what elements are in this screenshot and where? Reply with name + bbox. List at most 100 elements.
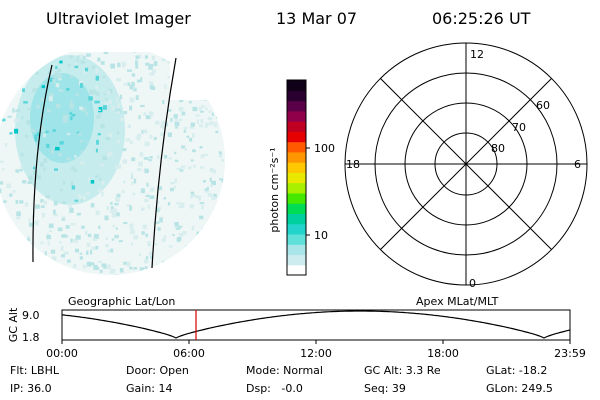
image-speckle	[87, 177, 91, 181]
image-speckle	[46, 143, 50, 148]
image-speckle	[164, 155, 168, 159]
image-speckle	[109, 270, 115, 274]
image-speckle	[207, 193, 213, 197]
image-speckle	[14, 254, 17, 259]
image-speckle	[190, 159, 194, 162]
dsp-readout: Dsp: -0.0	[246, 382, 303, 395]
image-speckle	[212, 170, 216, 174]
image-speckle	[4, 263, 8, 266]
image-speckle	[85, 67, 89, 72]
image-speckle	[87, 141, 91, 144]
image-speckle	[209, 240, 213, 246]
image-speckle	[133, 178, 137, 184]
image-speckle	[173, 114, 178, 119]
colorbar-tick-label: 100	[314, 142, 335, 155]
colorbar-band	[287, 172, 306, 184]
gc-alt-readout: GC Alt: 3.3 Re	[364, 364, 441, 377]
image-speckle	[69, 207, 74, 213]
image-speckle	[71, 185, 76, 190]
image-speckle	[52, 146, 56, 149]
image-speckle	[137, 133, 142, 138]
image-speckle	[86, 261, 92, 267]
image-speckle	[130, 140, 133, 145]
image-speckle	[108, 133, 113, 138]
image-speckle	[115, 197, 120, 202]
image-speckle	[135, 136, 139, 140]
image-speckle	[108, 151, 113, 156]
image-speckle	[196, 253, 199, 257]
image-speckle	[87, 233, 92, 238]
image-speckle	[80, 198, 83, 202]
image-speckle	[199, 215, 204, 220]
image-speckle	[167, 132, 172, 137]
image-speckle	[73, 238, 78, 243]
image-speckle	[218, 153, 223, 158]
image-speckle	[53, 213, 58, 217]
image-speckle	[50, 149, 54, 154]
image-speckle	[129, 266, 133, 270]
image-speckle	[42, 212, 45, 218]
glon-readout: GLon: 249.5	[486, 382, 553, 395]
image-speckle	[152, 69, 156, 73]
mode-readout: Mode: Normal	[246, 364, 323, 377]
mlt-diagonal-2	[380, 78, 552, 250]
image-speckle	[44, 200, 47, 205]
image-speckle	[215, 256, 219, 259]
image-speckle	[111, 212, 117, 218]
image-speckle	[201, 205, 204, 210]
image-speckle	[75, 248, 79, 253]
image-speckle	[216, 115, 221, 119]
image-speckle	[22, 180, 27, 184]
image-speckle	[96, 115, 101, 119]
image-speckle	[180, 202, 185, 208]
color-bar-frame	[286, 79, 307, 276]
image-speckle	[116, 193, 121, 198]
image-speckle	[24, 202, 29, 207]
image-speckle	[157, 201, 160, 204]
image-speckle	[117, 131, 120, 134]
image-speckle	[97, 133, 101, 136]
image-speckle	[211, 180, 216, 186]
image-speckle	[101, 180, 105, 186]
image-speckle	[138, 54, 141, 59]
lat-label-80: 80	[491, 142, 505, 155]
image-speckle	[75, 93, 80, 96]
image-speckle	[144, 141, 150, 146]
image-speckle	[161, 120, 166, 126]
image-speckle	[55, 83, 60, 88]
image-speckle	[72, 239, 76, 243]
image-speckle	[149, 156, 153, 159]
image-speckle	[21, 115, 24, 120]
image-speckle	[174, 121, 180, 127]
image-speckle	[147, 241, 151, 245]
image-speckle	[70, 100, 73, 105]
image-speckle	[217, 265, 220, 270]
image-speckle	[159, 217, 163, 223]
image-speckle	[196, 231, 199, 235]
image-speckle	[3, 200, 7, 203]
image-speckle	[123, 222, 128, 225]
image-speckle	[67, 259, 71, 263]
image-speckle	[205, 238, 210, 243]
image-speckle	[167, 109, 172, 112]
image-speckle	[113, 274, 118, 275]
image-speckle	[216, 227, 221, 231]
image-speckle	[20, 165, 23, 169]
image-speckle	[149, 251, 153, 257]
image-speckle	[98, 107, 103, 110]
image-speckle	[215, 263, 220, 266]
image-speckle	[150, 187, 155, 192]
image-speckle	[97, 57, 101, 62]
image-speckle	[140, 77, 143, 82]
image-speckle	[95, 92, 100, 96]
image-speckle	[153, 136, 157, 140]
image-speckle	[178, 233, 184, 237]
image-speckle	[61, 218, 66, 221]
image-speckle	[210, 269, 214, 273]
altitude-plot	[61, 309, 571, 344]
image-speckle	[129, 84, 134, 90]
image-speckle	[28, 218, 31, 223]
image-speckle	[23, 248, 26, 253]
image-speckle	[103, 102, 109, 105]
image-speckle	[82, 195, 87, 200]
